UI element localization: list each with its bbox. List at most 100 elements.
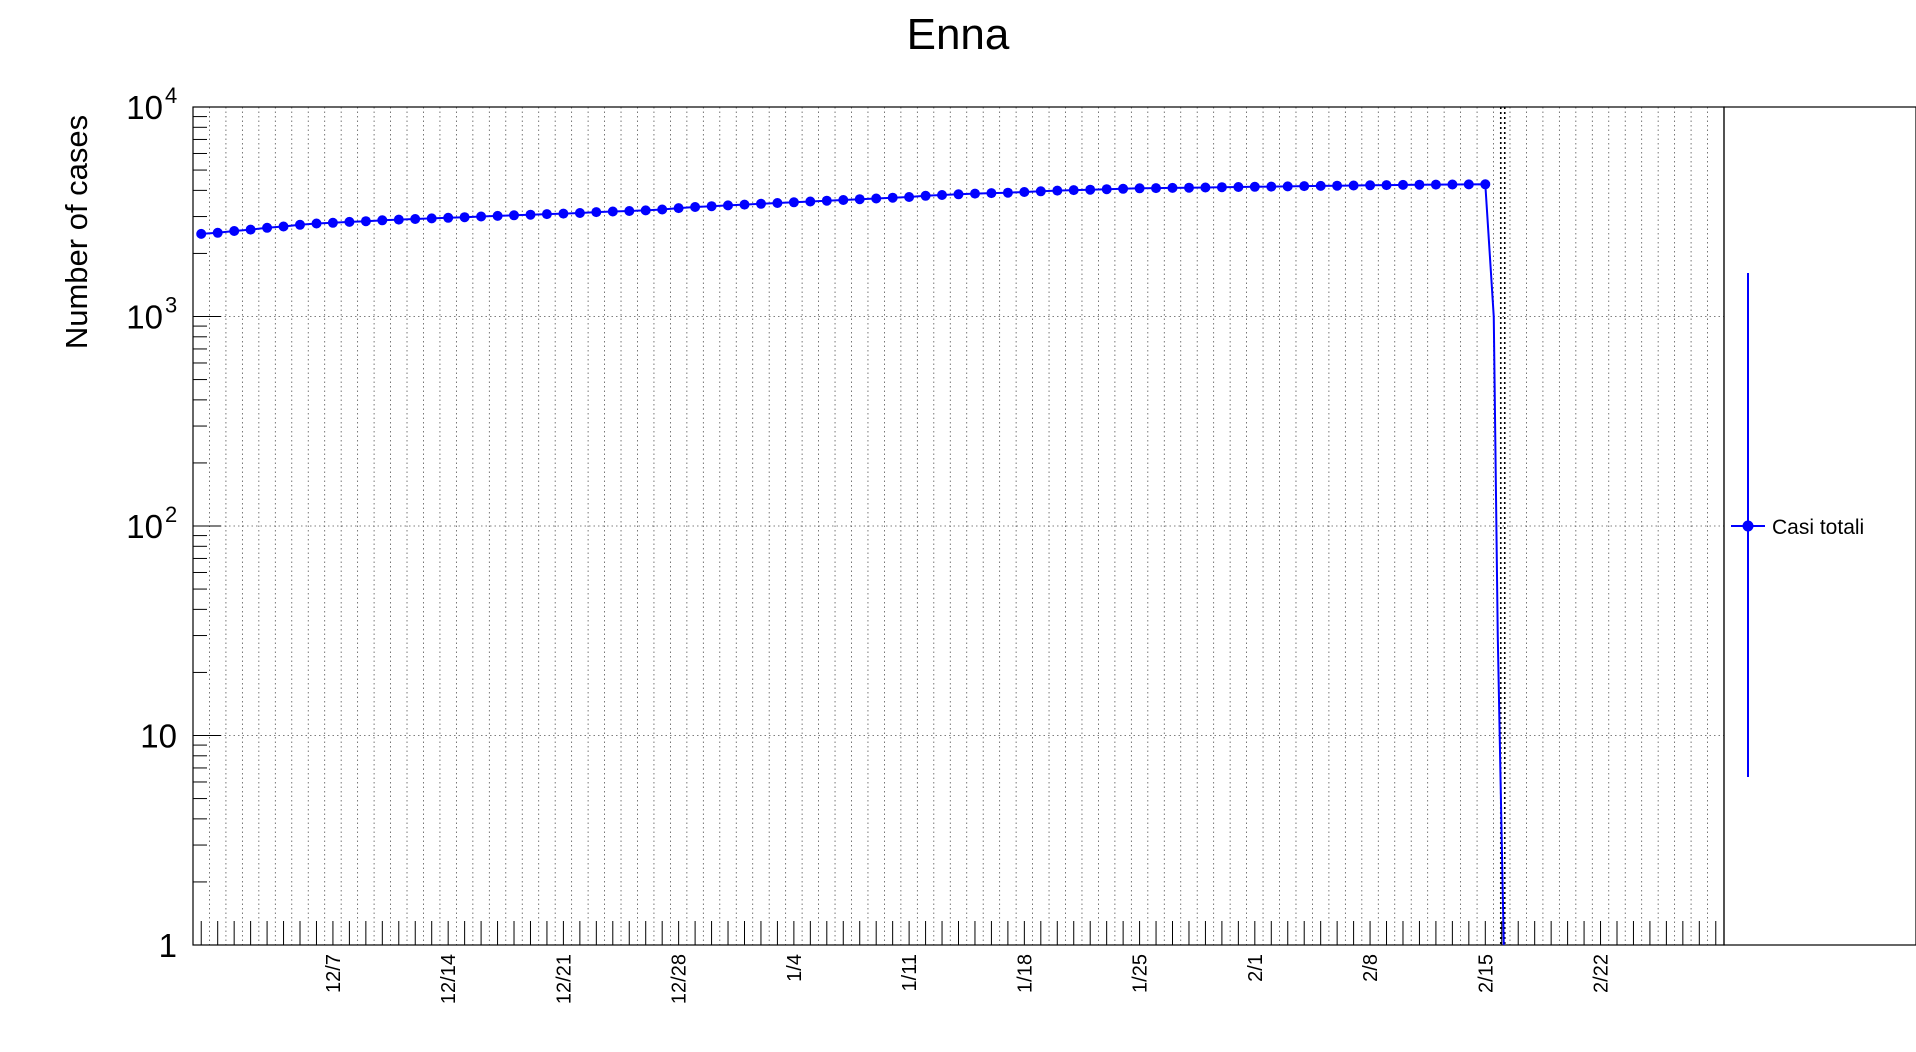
y-tick-label-text: 10 (140, 718, 177, 755)
data-point (887, 192, 898, 203)
data-point (1019, 187, 1030, 197)
data-point (525, 209, 536, 220)
data-point (1167, 182, 1178, 193)
data-point (1447, 179, 1458, 190)
series-line (201, 183, 1505, 946)
data-point (1332, 180, 1343, 191)
data-point (1381, 180, 1392, 191)
y-tick-label-exponent: 4 (165, 83, 177, 108)
x-tick-label: 12/14 (438, 954, 460, 1004)
labels: Number of cases (59, 115, 94, 349)
data-point (657, 204, 668, 215)
y-tick-label: 10 4 (126, 83, 177, 126)
x-tick-label: 12/21 (553, 954, 575, 1004)
data-point (904, 192, 915, 202)
data-point (1052, 185, 1063, 196)
data-point (1216, 182, 1227, 193)
data-point (377, 215, 388, 226)
data-point (986, 188, 997, 199)
data-point (1035, 186, 1046, 197)
legend: Casi totali (1723, 106, 1916, 946)
x-tick-label: 1/11 (899, 954, 921, 991)
y-tick-label-text: 10 (126, 508, 163, 545)
data-point (1299, 181, 1310, 192)
x-tick-label: 2/15 (1475, 954, 1497, 993)
data-point (1463, 179, 1474, 190)
x-tick-label: 1/4 (784, 954, 806, 982)
data-point (492, 210, 503, 221)
data-point (1365, 180, 1376, 191)
legend-marker (1742, 520, 1754, 532)
data-point (1085, 184, 1096, 195)
data-point (1315, 180, 1326, 191)
data-point (426, 213, 437, 224)
data-point (937, 190, 947, 200)
data-point (1249, 181, 1260, 192)
data-point (476, 211, 487, 222)
y-tick-label-text: 10 (126, 89, 163, 126)
data-point (1200, 182, 1211, 193)
data-point (640, 205, 651, 216)
data-point (690, 202, 701, 212)
data-point (1266, 181, 1277, 192)
data-point (459, 212, 470, 223)
data-point (607, 206, 618, 217)
data-point (1430, 179, 1441, 190)
data-point (1101, 184, 1112, 195)
data-point (1068, 185, 1079, 196)
y-tick-label: 10 2 (126, 502, 177, 545)
data-point (1398, 179, 1408, 190)
x-tick-label: 2/22 (1591, 954, 1613, 993)
data-point (723, 200, 733, 211)
x-tick-label: 2/8 (1360, 954, 1382, 982)
data-point (574, 208, 585, 218)
data-point (295, 219, 305, 230)
data-point (311, 218, 322, 229)
data-point (1282, 181, 1293, 192)
x-tick-label: 12/28 (669, 954, 691, 1004)
data-point (509, 210, 519, 221)
data-point (344, 216, 355, 227)
data-point (1348, 180, 1359, 191)
data-point (854, 194, 865, 205)
data-point (1118, 183, 1129, 194)
data-point (212, 227, 223, 238)
legend-box (1723, 106, 1916, 946)
data-point (1134, 183, 1145, 194)
data-point (1002, 187, 1013, 198)
data-point (788, 197, 799, 208)
data-point (410, 214, 421, 224)
data-point (756, 198, 766, 209)
data-point (838, 195, 849, 205)
data-point (393, 214, 404, 225)
x-tick-label: 1/25 (1130, 954, 1152, 993)
data-point (821, 195, 832, 206)
data-point (327, 217, 338, 228)
data-point (541, 209, 552, 220)
data-point (558, 208, 569, 219)
x-tick-label: 2/1 (1245, 954, 1267, 982)
data-point (739, 199, 750, 210)
y-axis-label: Number of cases (59, 115, 94, 349)
data-point (1414, 179, 1425, 190)
data-point (591, 207, 602, 218)
grid (193, 107, 1724, 945)
y-tick-label: 1 (159, 927, 177, 964)
data-point (970, 188, 980, 199)
y-tick-label: 10 (140, 718, 177, 755)
y-tick-label-text: 10 (126, 299, 163, 336)
data-point (245, 224, 256, 235)
chart-title: Enna (906, 10, 1010, 59)
legend-label: Casi totali (1772, 516, 1864, 539)
data-point (443, 212, 454, 223)
data-point (673, 203, 684, 214)
data-point (1184, 182, 1194, 193)
data-point (196, 228, 207, 239)
data-point (953, 189, 964, 200)
data-point (360, 216, 371, 227)
data-point (772, 198, 783, 208)
data-point (920, 190, 931, 201)
x-tick-label: 12/7 (323, 954, 345, 993)
